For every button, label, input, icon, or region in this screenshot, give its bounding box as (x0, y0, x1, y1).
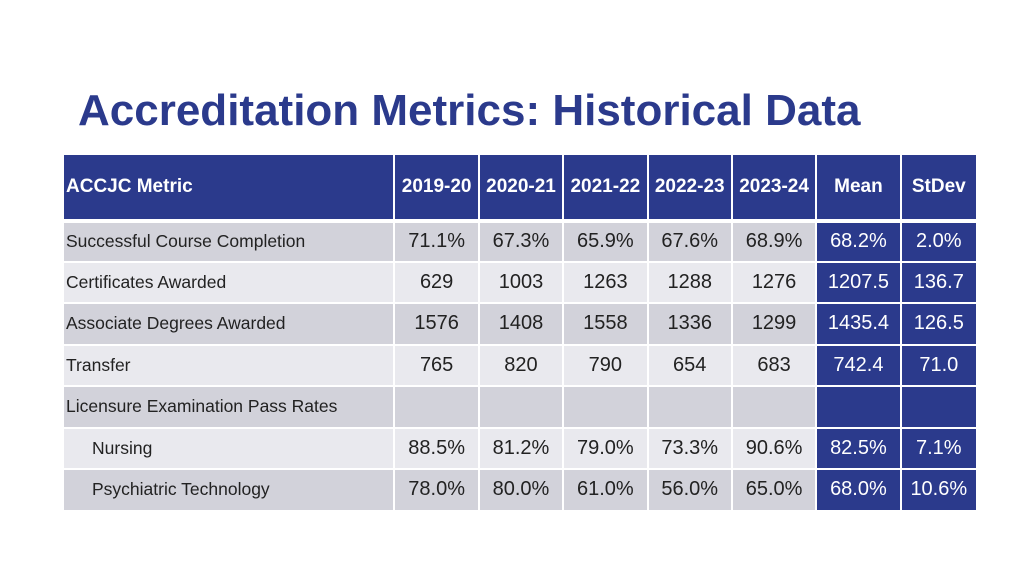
header-year: 2023-24 (732, 155, 818, 221)
metric-label: Certificates Awarded (64, 262, 396, 304)
table-row: Associate Degrees Awarded 1576 1408 1558 133… (64, 304, 976, 346)
page-title: Accreditation Metrics: Historical Data (78, 86, 861, 135)
stdev-value: 7.1% (901, 428, 976, 470)
header-year: 2022-23 (648, 155, 733, 221)
year-value: 78.0% (395, 470, 480, 512)
table-row: Licensure Examination Pass Rates (64, 387, 976, 429)
year-value: 56.0% (648, 470, 733, 512)
header-year: 2020-21 (479, 155, 565, 221)
header-row: ACCJC Metric 2019-20 2020-21 2021-22 202… (64, 155, 976, 221)
mean-value: 68.0% (817, 470, 902, 512)
mean-value: 742.4 (817, 345, 902, 387)
table-row: Successful Course Completion 71.1% 67.3% 65… (64, 221, 976, 263)
metric-label: Licensure Examination Pass Rates (64, 387, 396, 429)
metric-label: Psychiatric Technology (64, 470, 396, 512)
metric-label: Nursing (64, 428, 396, 470)
table-row: Nursing 88.5% 81.2% 79.0% 73.3% 90.6% 82.5% 7.1… (64, 428, 976, 470)
year-value: 67.3% (479, 221, 565, 263)
mean-value: 68.2% (817, 221, 902, 263)
year-value: 790 (564, 345, 649, 387)
year-value: 67.6% (648, 221, 733, 263)
mean-value: 1207.5 (817, 262, 902, 304)
stdev-value: 71.0 (901, 345, 976, 387)
metric-label: Transfer (64, 345, 396, 387)
year-value: 73.3% (648, 428, 733, 470)
stdev-value: 136.7 (901, 262, 976, 304)
year-value: 1408 (479, 304, 565, 346)
year-value: 90.6% (732, 428, 818, 470)
metrics-table: ACCJC Metric 2019-20 2020-21 2021-22 202… (64, 155, 976, 512)
year-value: 80.0% (479, 470, 565, 512)
stdev-value: 2.0% (901, 221, 976, 263)
metric-label: Successful Course Completion (64, 221, 396, 263)
year-value: 1576 (395, 304, 480, 346)
year-value (648, 387, 733, 429)
year-value: 765 (395, 345, 480, 387)
stdev-value (901, 387, 976, 429)
year-value (732, 387, 818, 429)
year-value: 61.0% (564, 470, 649, 512)
table-row: Transfer 765 820 790 654 683 742.4 71.0 (64, 345, 976, 387)
year-value: 68.9% (732, 221, 818, 263)
year-value: 65.9% (564, 221, 649, 263)
table-row: Certificates Awarded 629 1003 1263 1288 1276 1… (64, 262, 976, 304)
year-value: 1288 (648, 262, 733, 304)
year-value: 629 (395, 262, 480, 304)
header-year: 2019-20 (395, 155, 480, 221)
year-value: 1263 (564, 262, 649, 304)
metric-label: Associate Degrees Awarded (64, 304, 396, 346)
mean-value: 1435.4 (817, 304, 902, 346)
year-value: 71.1% (395, 221, 480, 263)
year-value: 683 (732, 345, 818, 387)
year-value (564, 387, 649, 429)
year-value: 1003 (479, 262, 565, 304)
header-year: 2021-22 (564, 155, 649, 221)
year-value: 1299 (732, 304, 818, 346)
table-row: Psychiatric Technology 78.0% 80.0% 61.0% 56.… (64, 470, 976, 512)
stdev-value: 126.5 (901, 304, 976, 346)
year-value: 820 (479, 345, 565, 387)
year-value: 79.0% (564, 428, 649, 470)
year-value: 654 (648, 345, 733, 387)
stdev-value: 10.6% (901, 470, 976, 512)
year-value: 88.5% (395, 428, 480, 470)
mean-value: 82.5% (817, 428, 902, 470)
year-value: 81.2% (479, 428, 565, 470)
header-mean: Mean (817, 155, 902, 221)
year-value: 1336 (648, 304, 733, 346)
year-value (395, 387, 480, 429)
header-stdev: StDev (901, 155, 976, 221)
year-value: 1558 (564, 304, 649, 346)
year-value: 1276 (732, 262, 818, 304)
year-value (479, 387, 565, 429)
year-value: 65.0% (732, 470, 818, 512)
header-metric: ACCJC Metric (64, 155, 396, 221)
mean-value (817, 387, 902, 429)
